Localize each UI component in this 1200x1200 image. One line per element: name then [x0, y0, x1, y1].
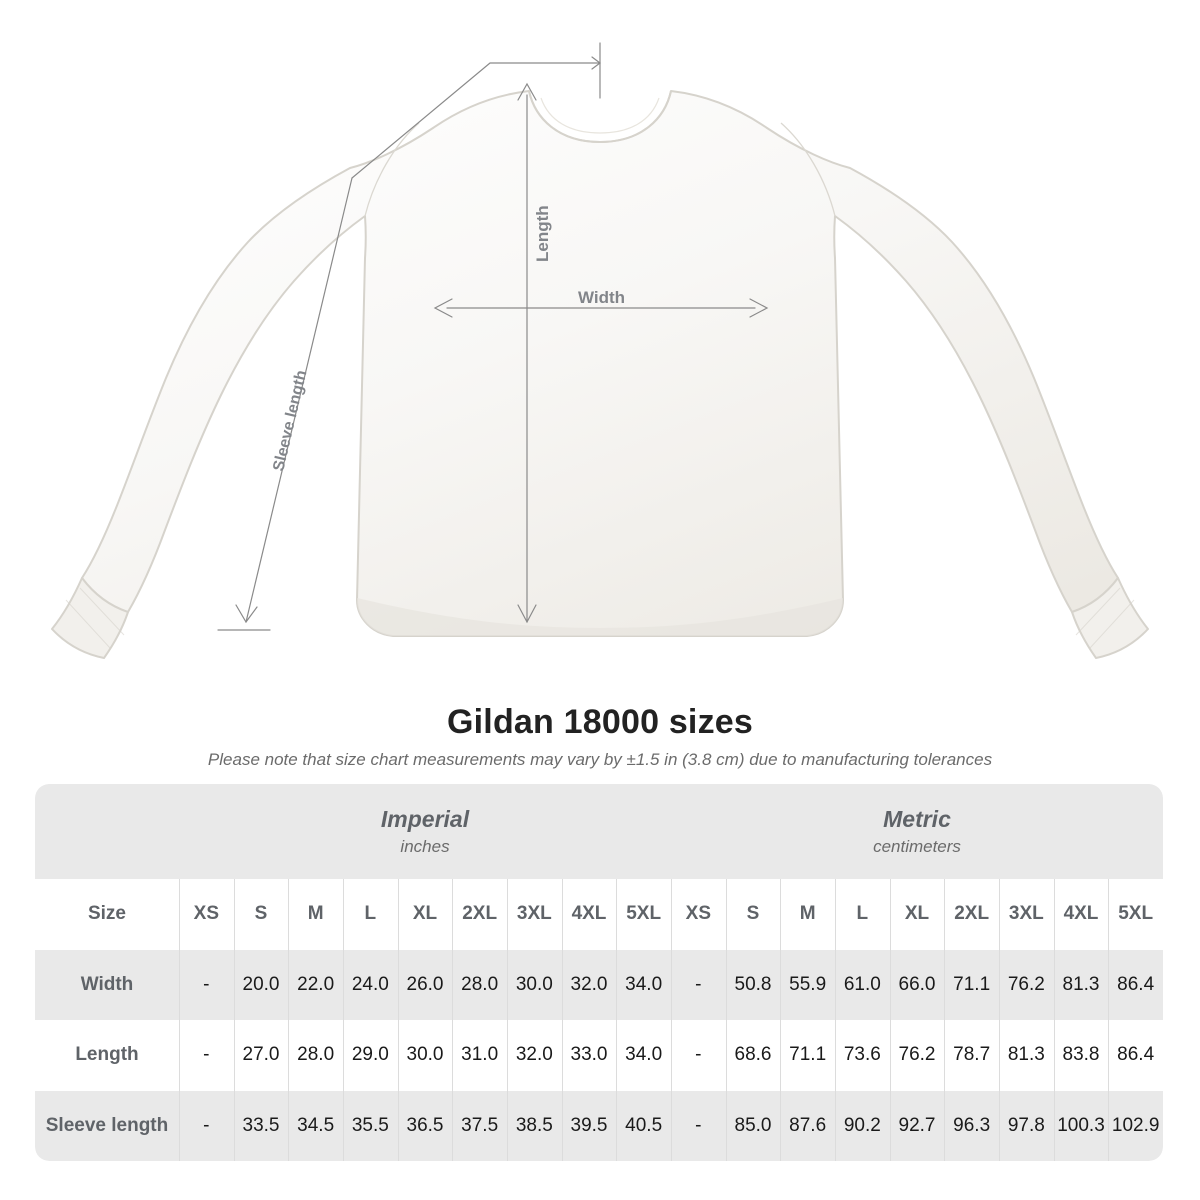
svg-text:Sleeve length: Sleeve length [270, 369, 310, 473]
svg-text:Width: Width [578, 288, 625, 307]
svg-text:Length: Length [533, 205, 552, 262]
